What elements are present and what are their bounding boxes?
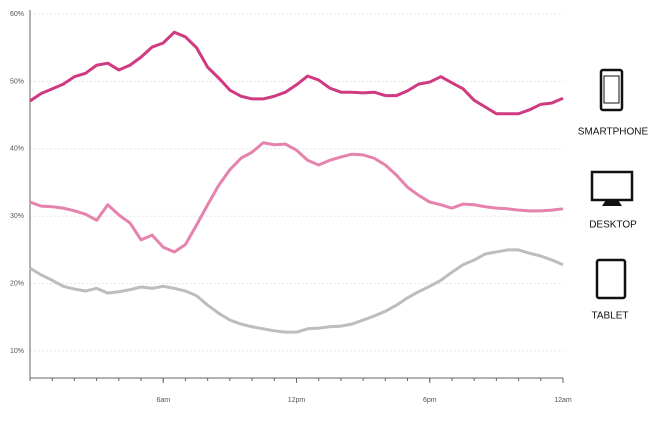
x-tick-label: 12am: [554, 397, 572, 404]
y-tick-label: 30%: [10, 213, 24, 220]
series-line: [29, 141, 564, 254]
x-tick-label: 6am: [156, 397, 170, 404]
x-tick-label: 6pm: [423, 397, 437, 404]
y-tick-label: 10%: [10, 348, 24, 355]
series-line: [29, 30, 564, 116]
x-tick-label: 12pm: [288, 397, 306, 404]
icon-tablet: [595, 258, 627, 300]
y-tick-label: 20%: [10, 280, 24, 287]
y-tick-label: 60%: [10, 11, 24, 18]
icon-desktop: [590, 170, 634, 206]
legend-label: DESKTOP: [589, 220, 637, 231]
legend-label: SMARTPHONE: [578, 127, 649, 138]
y-tick-label: 40%: [10, 146, 24, 153]
series-line: [29, 248, 564, 334]
y-tick-label: 50%: [10, 78, 24, 85]
icon-smartphone: [599, 68, 624, 112]
legend-label: TABLET: [591, 311, 628, 322]
